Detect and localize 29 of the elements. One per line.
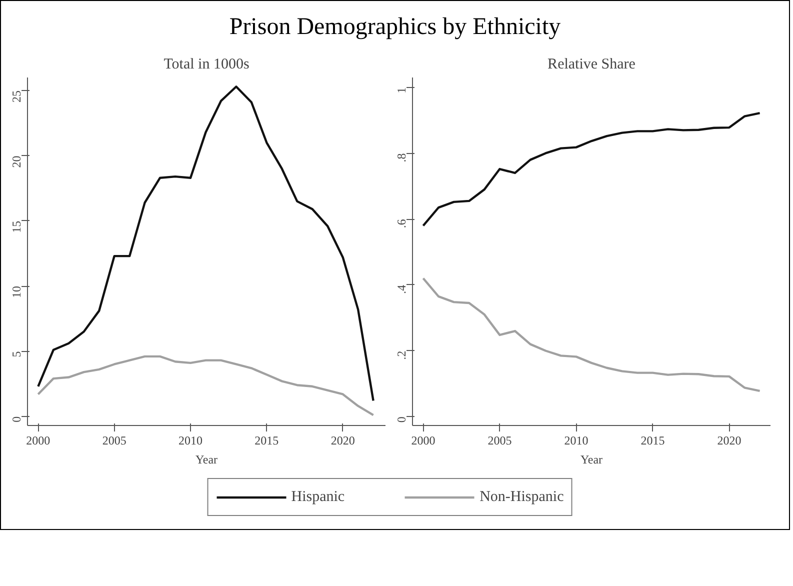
y-tick-label: 10 (10, 286, 24, 298)
x-axis-title: Year (580, 452, 603, 466)
chart-subtitle: Total in 1000s (164, 56, 250, 72)
y-tick-label: .6 (394, 219, 408, 228)
x-tick-label: 2020 (717, 434, 742, 448)
x-tick-label: 2010 (178, 434, 203, 448)
x-tick-label: 2000 (411, 434, 436, 448)
x-tick-label: 2000 (26, 434, 50, 448)
x-tick-label: 2005 (488, 434, 512, 448)
x-axis-title: Year (195, 452, 218, 466)
y-tick-label: 0 (394, 416, 408, 423)
y-tick-label: 0 (10, 416, 24, 422)
x-tick-label: 2015 (254, 434, 279, 448)
x-tick-label: 2020 (330, 434, 355, 448)
y-tick-label: .2 (394, 350, 408, 360)
y-tick-label: 15 (10, 220, 24, 233)
x-tick-label: 2015 (640, 434, 665, 448)
x-tick-label: 2010 (564, 434, 588, 448)
legend-label: Hispanic (291, 488, 345, 506)
y-tick-label: 25 (10, 90, 24, 103)
y-tick-label: 1 (394, 87, 408, 94)
chart-title: Prison Demographics by Ethnicity (229, 13, 561, 42)
y-tick-label: 5 (10, 351, 24, 358)
y-tick-label: 20 (10, 156, 24, 168)
legend-label: Non-Hispanic (480, 488, 564, 506)
y-tick-label: .8 (394, 153, 408, 162)
x-tick-label: 2005 (102, 434, 126, 448)
chart-subtitle: Relative Share (548, 56, 636, 72)
y-tick-label: .4 (394, 284, 408, 294)
